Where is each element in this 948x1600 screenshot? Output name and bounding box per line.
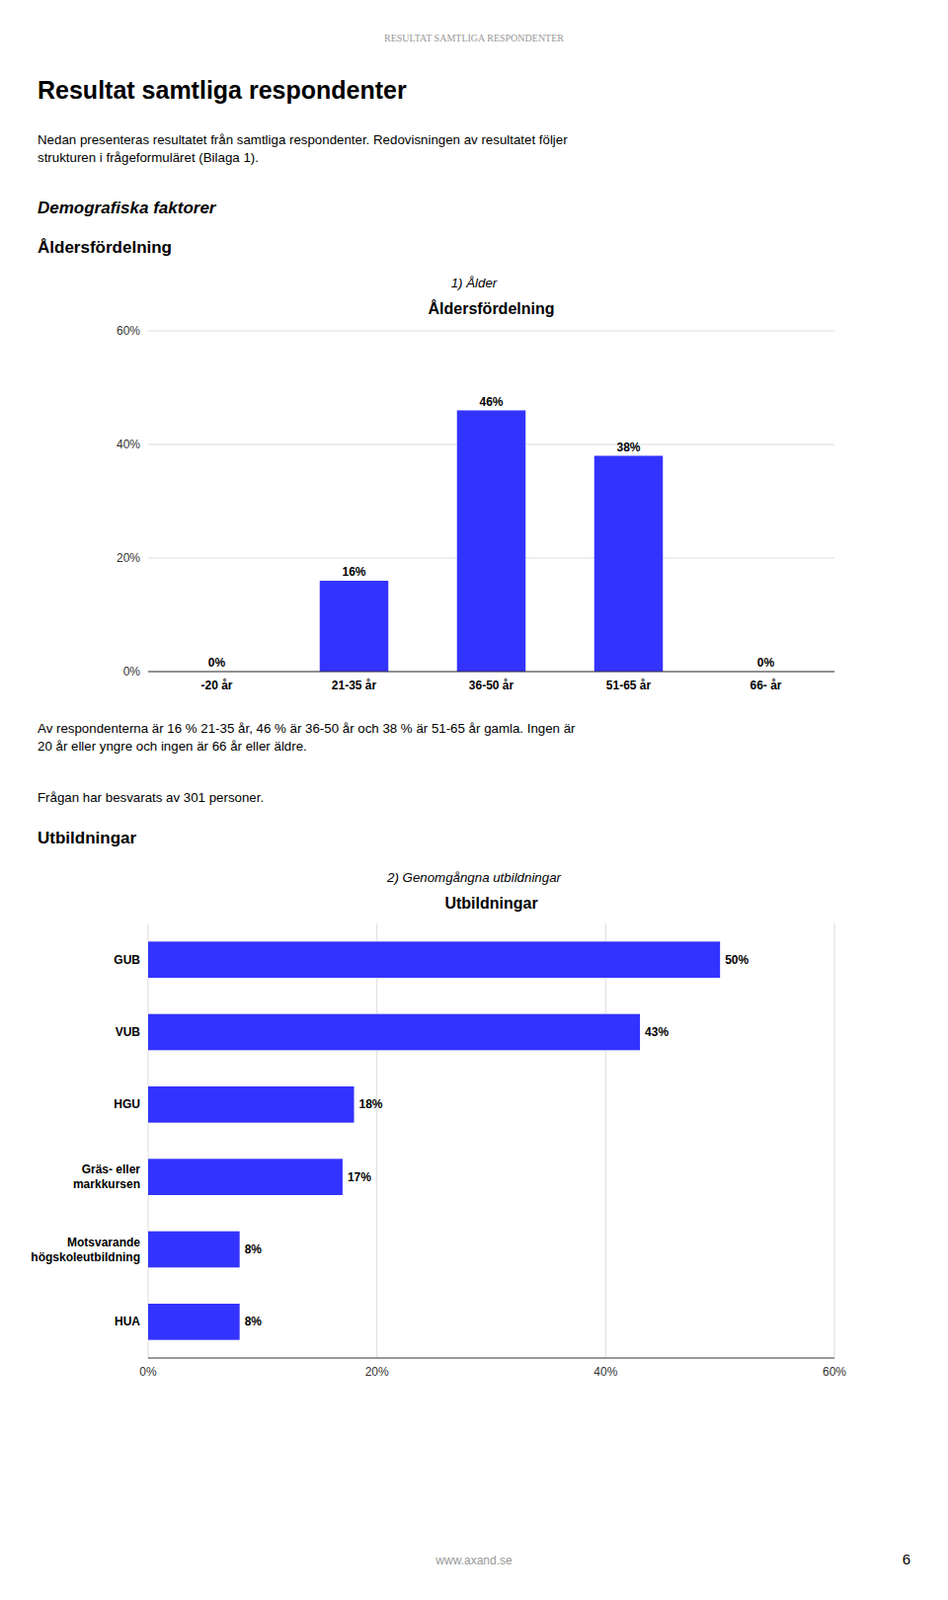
bar [148,1086,355,1123]
data-label: 46% [478,395,503,409]
tick-label: 60% [116,323,141,338]
grid-line [148,923,150,1358]
grid-line [148,671,835,673]
category-label: HUA [114,1314,141,1329]
category-label: Motsvarandehögskoleutbildning [30,1235,141,1264]
tick-label: 20% [365,1364,390,1379]
grid-line [605,923,607,1358]
section-title: Demografiska faktorer [37,198,218,218]
main-title: Resultat samtliga respondenter [37,76,407,104]
tick-label: 60% [822,1364,847,1379]
data-label: 17% [347,1170,372,1185]
category-label: Gräs- ellermarkkursen [73,1162,141,1191]
page-header: RESULTAT SAMTLIGA RESPONDENTER [384,32,564,44]
bar [148,1303,240,1341]
bar [148,1014,640,1051]
category-label: 51-65 år [606,678,652,693]
footer: www.axand.se [434,1553,513,1568]
data-label: 43% [644,1025,669,1039]
section-title: Utbildningar [37,828,137,848]
category-label: 66- år [749,678,782,693]
category-label: VUB [115,1025,142,1039]
tick-label: 40% [593,1364,618,1379]
tick-label: 0% [139,1364,158,1379]
category-label: 36-50 år [469,678,515,693]
chart: 2) Genomgångna utbildningar Utbildningar 0… [30,869,847,1379]
data-label: 16% [341,564,366,579]
grid-line [834,923,836,1358]
chart-label: 1) Ålder [451,275,498,291]
bars [148,941,720,1340]
grid [148,330,835,672]
axis-line [148,1357,835,1359]
data-label: 0% [757,655,776,670]
bar [148,1158,343,1195]
data-label: 50% [724,952,749,967]
background [0,0,948,1600]
data-label: 18% [359,1097,384,1111]
grid-line [148,330,835,332]
section-subtitle: Åldersfördelning [37,237,172,257]
data-label: 8% [244,1314,263,1329]
tick-label: 0% [123,664,142,679]
data-label: 38% [616,440,640,455]
tick-label: 20% [116,551,141,565]
chart-title: Åldersfördelning [427,299,554,317]
category-label: -20 år [200,678,233,693]
page-number: 6 [902,1550,911,1568]
bars [319,410,664,673]
bar [148,1231,240,1268]
bar [594,456,664,673]
page: RESULTAT SAMTLIGA RESPONDENTER Resultat s… [0,0,948,1600]
category-label: GUB [113,952,141,967]
intro-text: Nedan presenteras resultatet från samtli… [37,132,568,165]
bar [319,580,390,672]
bar [148,941,720,978]
chart-title: Utbildningar [444,894,538,912]
chart-label: 2) Genomgångna utbildningar [386,869,562,885]
note: Frågan har besvarats av 301 personer. [37,790,264,805]
note: Av respondenterna är 16 % 21-35 år, 46 %… [37,720,576,754]
data-label: 8% [244,1242,263,1257]
category-label: HGU [113,1097,141,1111]
grid-line [376,923,378,1358]
bar [457,410,527,673]
category-label: 21-35 år [331,678,378,693]
grid [148,923,835,1358]
axis-line [148,671,835,673]
data-label: 0% [208,655,227,670]
chart: 1) Ålder Åldersfördelning 0% 20% 40% 60% -20 å… [116,275,835,693]
tick-label: 40% [116,437,141,452]
